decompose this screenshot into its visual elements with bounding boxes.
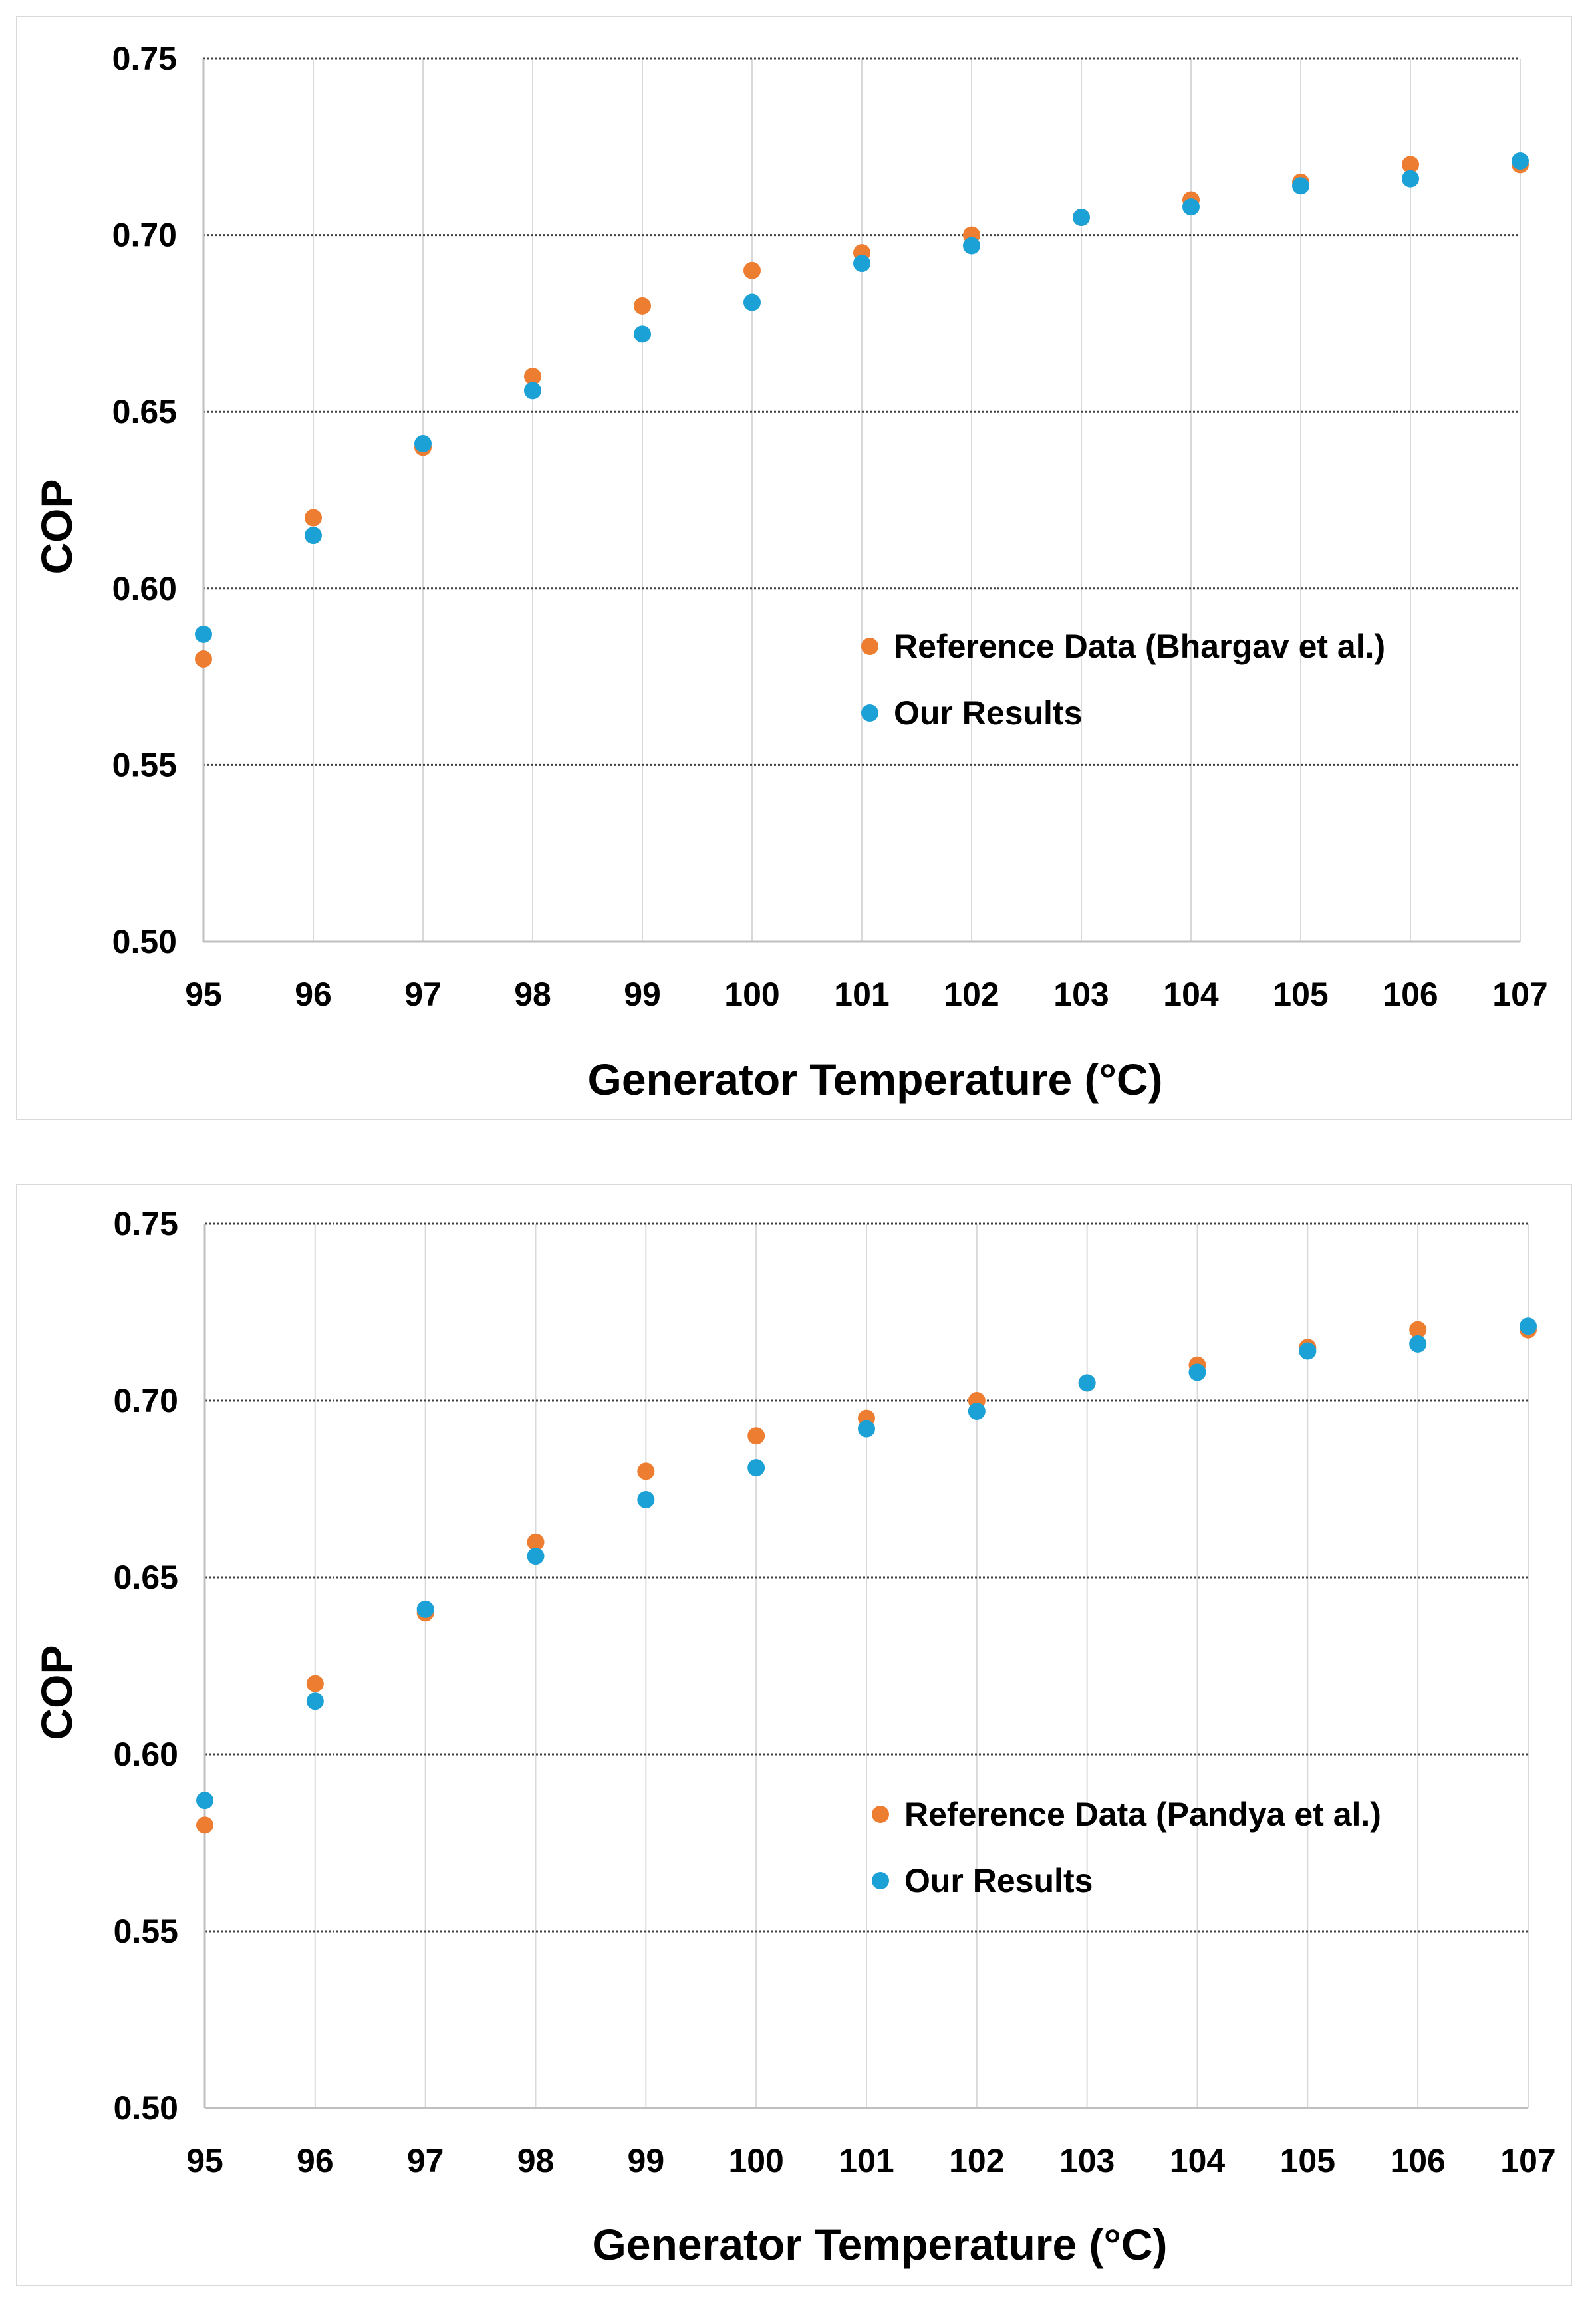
data-point-series-0	[305, 509, 322, 527]
y-tick-label: 0.50	[114, 2090, 178, 2127]
scatter-chart-pandya: 0.50 0.55 0.60 0.65 0.70 0.75 95 96 97 98 99 100 101…	[32, 1205, 1556, 2269]
y-tick-label: 0.65	[112, 393, 177, 430]
x-tick-label: 101	[839, 2142, 894, 2179]
data-point-series-1	[1299, 1342, 1317, 1360]
data-point-series-1	[747, 1459, 765, 1477]
x-tick-label: 106	[1383, 976, 1438, 1013]
data-point-series-1	[414, 435, 432, 453]
x-tick-label: 105	[1280, 2142, 1335, 2179]
data-point-series-0	[637, 1462, 655, 1480]
y-tick-label: 0.70	[112, 217, 177, 254]
legend-label-series-0: Reference Data (Bhargav et al.)	[894, 628, 1385, 665]
data-point-series-1	[1292, 177, 1309, 195]
data-point-series-0	[1409, 1321, 1427, 1339]
data-point-series-1	[305, 527, 322, 545]
data-point-series-1	[963, 237, 980, 255]
x-tick-label: 102	[949, 2142, 1004, 2179]
data-point-series-1	[1520, 1317, 1537, 1335]
legend-label-series-1: Our Results	[894, 694, 1082, 732]
legend-marker-series-1	[861, 704, 878, 722]
x-tick-label: 102	[944, 976, 999, 1013]
x-tick-label: 98	[514, 976, 551, 1013]
data-point-series-1	[1188, 1363, 1206, 1381]
x-tick-label: 96	[297, 2142, 334, 2179]
data-point-series-0	[527, 1533, 545, 1551]
y-tick-label: 0.60	[112, 570, 177, 607]
x-tick-label: 99	[624, 976, 661, 1013]
x-tick-label: 103	[1059, 2142, 1115, 2179]
data-point-series-0	[747, 1427, 765, 1445]
x-tick-label: 97	[404, 976, 442, 1013]
data-point-series-1	[1402, 170, 1419, 188]
data-point-series-0	[196, 1816, 213, 1834]
data-point-series-1	[1409, 1335, 1427, 1353]
data-point-series-1	[1078, 1374, 1096, 1392]
data-point-series-1	[527, 1548, 545, 1565]
data-point-series-1	[195, 625, 212, 643]
scatter-chart-bhargav: 0.50 0.55 0.60 0.65 0.70 0.75 95 96 97 98 99 100 101…	[32, 40, 1548, 1104]
y-tick-label: 0.65	[114, 1559, 178, 1596]
data-point-series-0	[195, 650, 212, 668]
data-point-series-1	[634, 325, 651, 343]
x-tick-label: 98	[517, 2142, 555, 2179]
legend-label-series-1: Our Results	[904, 1862, 1093, 1899]
data-point-series-0	[1402, 156, 1419, 174]
data-point-series-1	[1182, 198, 1200, 216]
data-point-series-1	[858, 1420, 875, 1438]
x-tick-label: 104	[1170, 2142, 1226, 2179]
y-axis-title: COP	[32, 1645, 81, 1740]
y-axis-title: COP	[32, 479, 81, 574]
chart-panel-top: 0.50 0.55 0.60 0.65 0.70 0.75 95 96 97 98 99 100 101…	[16, 16, 1572, 1120]
y-tick-label: 0.55	[112, 746, 177, 783]
legend-marker-series-1	[872, 1872, 889, 1889]
chart-panel-bottom: 0.50 0.55 0.60 0.65 0.70 0.75 95 96 97 98 99 100 101…	[16, 1184, 1572, 2286]
data-point-series-0	[306, 1675, 324, 1692]
x-axis-title: Generator Temperature (°C)	[592, 2220, 1167, 2269]
legend-marker-series-0	[872, 1806, 889, 1823]
y-tick-label: 0.55	[114, 1913, 178, 1950]
y-tick-label: 0.50	[112, 923, 177, 960]
x-tick-label: 104	[1163, 976, 1219, 1013]
data-point-series-0	[634, 297, 651, 315]
data-point-series-1	[853, 255, 870, 273]
x-tick-label: 101	[834, 976, 889, 1013]
x-tick-label: 106	[1390, 2142, 1445, 2179]
legend-label-series-0: Reference Data (Pandya et al.)	[904, 1796, 1381, 1833]
data-point-series-0	[743, 261, 761, 279]
x-tick-label: 100	[728, 2142, 783, 2179]
data-point-series-1	[743, 293, 761, 311]
x-tick-label: 95	[185, 976, 222, 1013]
y-tick-label: 0.70	[114, 1382, 178, 1419]
x-tick-label: 95	[186, 2142, 223, 2179]
legend-marker-series-0	[861, 638, 878, 655]
x-tick-label: 96	[295, 976, 332, 1013]
x-tick-label: 103	[1053, 976, 1109, 1013]
data-point-series-1	[196, 1792, 213, 1810]
data-point-series-1	[306, 1692, 324, 1710]
data-point-series-1	[637, 1490, 655, 1508]
data-point-series-1	[524, 382, 541, 400]
data-point-series-0	[524, 368, 541, 386]
x-tick-label: 97	[407, 2142, 444, 2179]
data-point-series-1	[416, 1600, 434, 1618]
x-tick-label: 107	[1500, 2142, 1555, 2179]
y-tick-label: 0.75	[114, 1205, 178, 1242]
x-tick-label: 105	[1273, 976, 1328, 1013]
data-point-series-1	[968, 1402, 986, 1420]
data-point-series-1	[1073, 209, 1090, 227]
y-tick-label: 0.60	[114, 1736, 178, 1773]
x-tick-label: 107	[1492, 976, 1547, 1013]
data-point-series-1	[1512, 152, 1529, 170]
x-tick-label: 99	[628, 2142, 665, 2179]
x-tick-label: 100	[724, 976, 779, 1013]
x-axis-title: Generator Temperature (°C)	[587, 1055, 1162, 1104]
y-tick-label: 0.75	[112, 40, 177, 77]
